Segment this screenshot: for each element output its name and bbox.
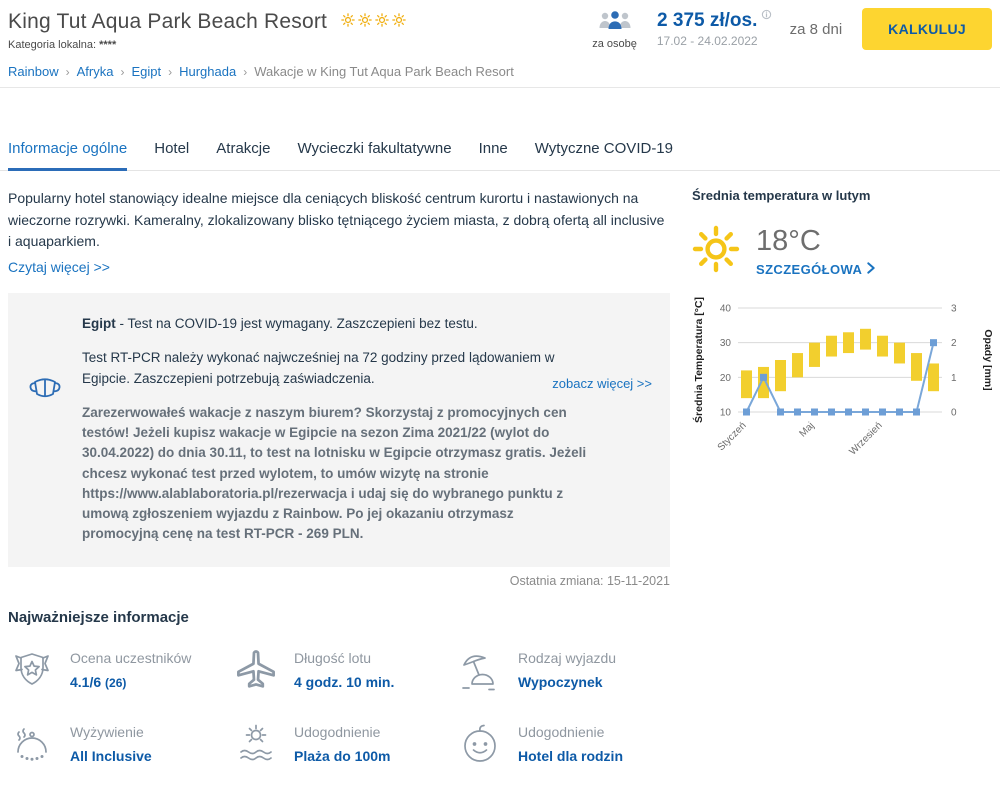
covid-paragraph-3: Zarezerwowałeś wakacje z naszym biurem? … xyxy=(82,403,587,545)
detailed-weather-link[interactable]: SZCZEGÓŁOWA xyxy=(756,262,876,277)
weather-title: Średnia temperatura w lutym xyxy=(692,188,992,203)
key-info-value: 4 godz. 10 min. xyxy=(294,674,394,690)
main-content: Popularny hotel stanowiący idealne miejs… xyxy=(0,188,1000,768)
key-info-value: 4.1/6 (26) xyxy=(70,674,191,690)
key-info-value: Wypoczynek xyxy=(518,674,616,690)
hotel-offer-page: King Tut Aqua Park Beach Resort Kategori… xyxy=(0,0,1000,791)
covid-paragraph-2: Test RT-PCR należy wykonać najwcześniej … xyxy=(82,348,587,389)
tab-hotel[interactable]: Hotel xyxy=(154,140,189,171)
key-info-value: Plaża do 100m xyxy=(294,748,391,764)
tab-atrakcje[interactable]: Atrakcje xyxy=(216,140,270,171)
left-column: Popularny hotel stanowiący idealne miejs… xyxy=(8,188,670,768)
svg-text:Styczeń: Styczeń xyxy=(716,420,749,453)
tab-bar: Informacje ogólne Hotel Atrakcje Wycieczki … xyxy=(0,140,1000,171)
header: King Tut Aqua Park Beach Resort Kategori… xyxy=(0,0,1000,88)
weather-now: 18°C SZCZEGÓŁOWA xyxy=(692,225,992,278)
beach-umbrella-icon xyxy=(456,646,504,694)
breadcrumb-separator: › xyxy=(243,65,247,79)
svg-text:3: 3 xyxy=(951,304,957,315)
tab-wycieczki-fakultatywne[interactable]: Wycieczki fakultatywne xyxy=(297,140,451,171)
svg-text:0: 0 xyxy=(951,408,957,419)
svg-text:10: 10 xyxy=(720,408,732,419)
key-info-value: All Inclusive xyxy=(70,748,152,764)
key-info-item: Długość lotu 4 godz. 10 min. xyxy=(232,646,446,694)
key-info-item: Udogodnienie Hotel dla rodzin xyxy=(456,720,670,768)
last-change-note: Ostatnia zmiana: 15-11-2021 xyxy=(8,574,670,588)
calculate-button[interactable]: KALKULUJ xyxy=(862,8,992,50)
per-person-indicator: za osobę xyxy=(592,8,637,50)
svg-text:20: 20 xyxy=(720,373,732,384)
hotel-stars xyxy=(341,13,406,32)
duration-note: za 8 dni xyxy=(790,21,843,38)
key-info-label: Wyżywienie xyxy=(70,724,152,740)
temperature-rainfall-chart: 10 20 30 40 0 1 2 3 Styczeń Maj Wrzesień Średnia Te… xyxy=(692,294,992,467)
key-info-label: Ocena uczestników xyxy=(70,650,191,666)
sun-icon xyxy=(692,225,740,278)
sun-star-icon xyxy=(358,13,372,32)
covid-paragraph-1: Egipt - Test na COVID-19 jest wymagany. … xyxy=(82,314,587,334)
plane-icon xyxy=(232,646,280,694)
tab-informacje-ogólne[interactable]: Informacje ogólne xyxy=(8,140,127,171)
info-icon[interactable] xyxy=(761,7,772,25)
beach-sun-icon xyxy=(232,720,280,768)
people-filled-icon xyxy=(598,8,632,37)
page-title: King Tut Aqua Park Beach Resort xyxy=(8,10,327,34)
local-category-label: Kategoria lokalna: xyxy=(8,39,96,51)
key-info-item: Wyżywienie All Inclusive xyxy=(8,720,222,768)
breadcrumb-separator: › xyxy=(120,65,124,79)
svg-text:Opady [mm]: Opady [mm] xyxy=(982,329,992,390)
breadcrumb-separator: › xyxy=(168,65,172,79)
breadcrumb-link-afryka[interactable]: Afryka xyxy=(77,64,114,79)
svg-text:30: 30 xyxy=(720,338,732,349)
price-dates: 17.02 - 24.02.2022 xyxy=(657,34,758,48)
price-block: 2 375 zł/os. 17.02 - 24.02.2022 xyxy=(657,10,770,48)
key-info-label: Udogodnienie xyxy=(294,724,391,740)
shield-star-icon xyxy=(8,646,56,694)
breadcrumb-current: Wakacje w King Tut Aqua Park Beach Resor… xyxy=(254,64,514,79)
covid-info-box: Egipt - Test na COVID-19 jest wymagany. … xyxy=(8,293,670,567)
temperature-value: 18°C xyxy=(756,225,876,258)
key-info-label: Długość lotu xyxy=(294,650,394,666)
svg-text:Maj: Maj xyxy=(797,420,816,439)
price-cluster: za osobę 2 375 zł/os. 17.02 - 24.02.2022… xyxy=(592,8,992,50)
hotel-description: Popularny hotel stanowiący idealne miejs… xyxy=(8,188,670,253)
key-info-title: Najważniejsze informacje xyxy=(8,609,670,626)
right-column: Średnia temperatura w lutym 18°C SZCZEGÓ… xyxy=(692,188,992,768)
sun-star-icon xyxy=(375,13,389,32)
svg-text:Wrzesień: Wrzesień xyxy=(847,420,884,457)
key-info-label: Rodzaj wyjazdu xyxy=(518,650,616,666)
breadcrumb: Rainbow › Afryka › Egipt › Hurghada › Wakacje w … xyxy=(8,64,992,79)
tab-wytyczne-covid-19[interactable]: Wytyczne COVID-19 xyxy=(535,140,673,171)
per-person-label: za osobę xyxy=(592,38,637,50)
breadcrumb-link-hurghada[interactable]: Hurghada xyxy=(179,64,236,79)
breadcrumb-link-rainbow[interactable]: Rainbow xyxy=(8,64,59,79)
sun-star-icon xyxy=(392,13,406,32)
price-value: 2 375 zł/os. xyxy=(657,10,758,32)
svg-text:Średnia Temperatura [°C]: Średnia Temperatura [°C] xyxy=(692,297,705,423)
key-info-grid: Ocena uczestników 4.1/6 (26) Długość lot… xyxy=(8,646,670,768)
key-info-value: Hotel dla rodzin xyxy=(518,748,623,764)
key-info-item: Ocena uczestników 4.1/6 (26) xyxy=(8,646,222,694)
sun-star-icon xyxy=(341,13,355,32)
breadcrumb-separator: › xyxy=(66,65,70,79)
baby-face-icon xyxy=(456,720,504,768)
breadcrumb-link-egipt[interactable]: Egipt xyxy=(131,64,161,79)
svg-text:2: 2 xyxy=(951,338,957,349)
svg-text:1: 1 xyxy=(951,373,957,384)
read-more-link[interactable]: Czytaj więcej >> xyxy=(8,259,110,275)
key-info-item: Rodzaj wyjazdu Wypoczynek xyxy=(456,646,670,694)
food-dome-icon xyxy=(8,720,56,768)
see-more-link[interactable]: zobacz więcej >> xyxy=(552,376,652,391)
mask-icon xyxy=(8,314,82,545)
tab-inne[interactable]: Inne xyxy=(479,140,508,171)
key-info-item: Udogodnienie Plaża do 100m xyxy=(232,720,446,768)
svg-text:40: 40 xyxy=(720,304,732,315)
covid-text: Egipt - Test na COVID-19 jest wymagany. … xyxy=(82,314,587,545)
chevron-right-icon xyxy=(866,262,876,277)
key-info-label: Udogodnienie xyxy=(518,724,623,740)
local-category-value: **** xyxy=(99,39,116,51)
